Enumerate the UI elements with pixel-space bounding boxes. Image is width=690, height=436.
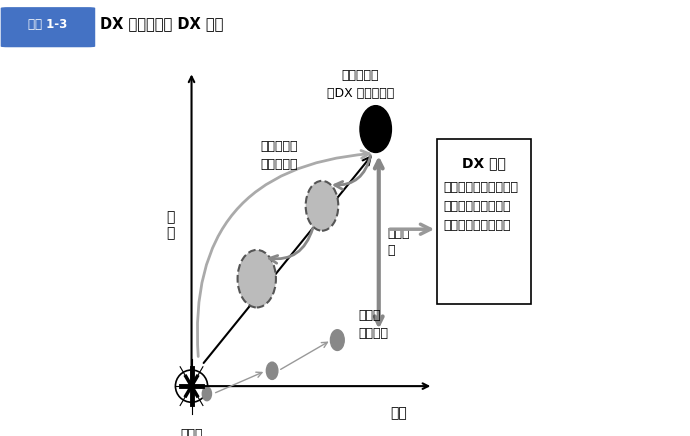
Ellipse shape (266, 362, 278, 379)
FancyBboxPatch shape (1, 8, 95, 47)
FancyArrowPatch shape (197, 150, 369, 357)
Text: ギャッ
プ: ギャッ プ (387, 228, 410, 257)
Text: あるべき姿
からの逆算: あるべき姿 からの逆算 (261, 140, 298, 171)
Text: DX ビジョンと DX 戦略: DX ビジョンと DX 戦略 (100, 17, 224, 31)
Text: ビジョン実現に向け、
デジタルをどのよう
に活用し変革するか: ビジョン実現に向け、 デジタルをどのよう に活用し変革するか (444, 181, 519, 232)
Text: 現在地: 現在地 (180, 428, 203, 436)
FancyArrowPatch shape (270, 228, 313, 263)
Text: 目
標: 目 標 (166, 210, 175, 240)
Text: あるべき姿
（DX ビジョン）: あるべき姿 （DX ビジョン） (327, 69, 394, 100)
Text: DX 戦略: DX 戦略 (462, 156, 506, 170)
FancyArrowPatch shape (335, 156, 371, 189)
FancyBboxPatch shape (437, 139, 531, 303)
Ellipse shape (331, 330, 344, 351)
Ellipse shape (360, 106, 391, 153)
Text: 時間: 時間 (391, 406, 407, 420)
Text: 図表 1-3: 図表 1-3 (28, 17, 67, 31)
Ellipse shape (306, 181, 338, 231)
Ellipse shape (237, 250, 276, 307)
Text: 現状の
積み上げ: 現状の 積み上げ (358, 309, 388, 340)
Ellipse shape (202, 387, 211, 401)
